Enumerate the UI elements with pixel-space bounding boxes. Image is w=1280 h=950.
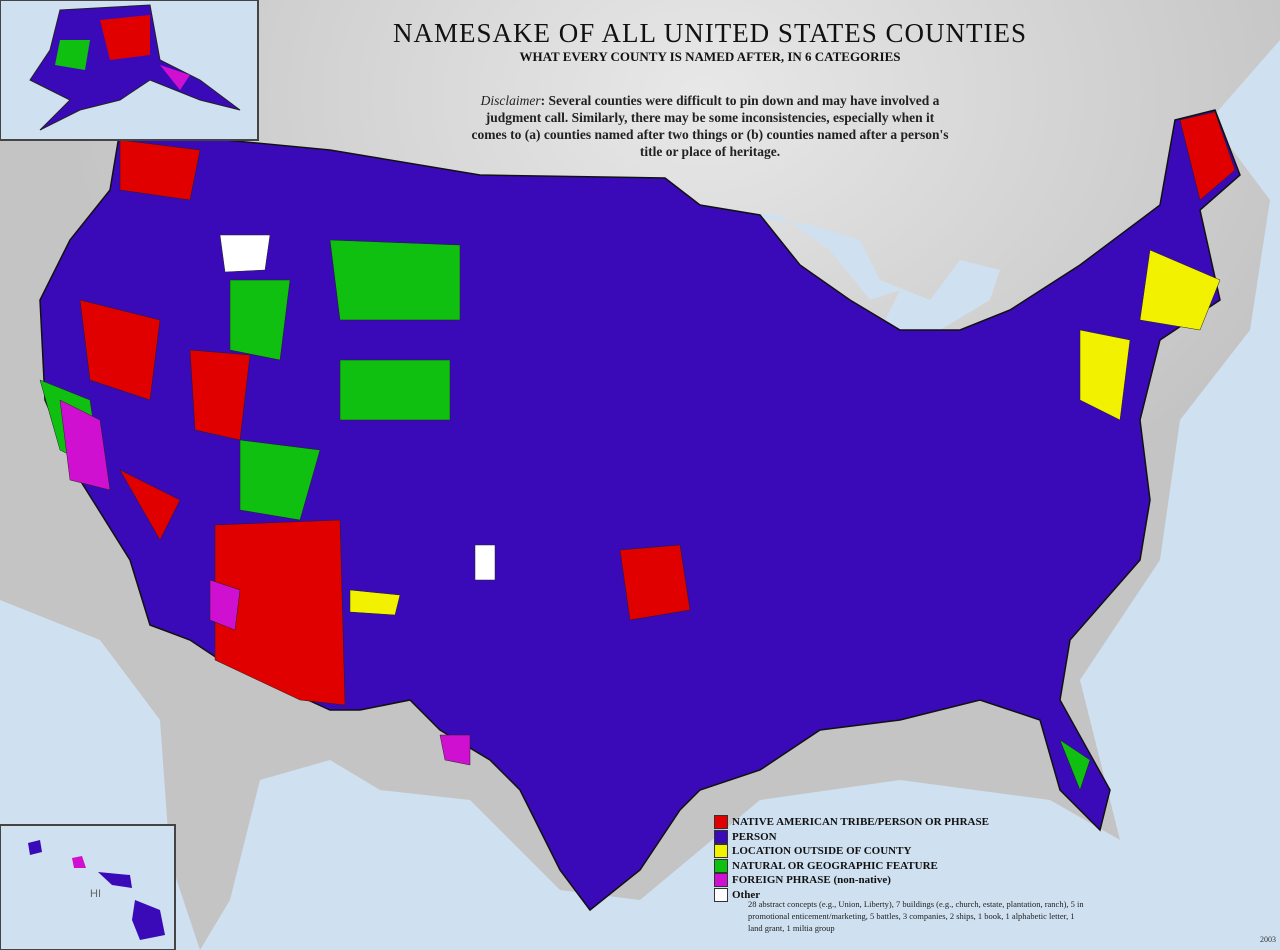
legend-label: FOREIGN PHRASE (non-native) (732, 874, 891, 887)
legend-label: NATURAL OR GEOGRAPHIC FEATURE (732, 859, 938, 872)
legend-item: Other (714, 887, 989, 903)
legend-swatch (714, 815, 728, 830)
category-patches (39, 111, 1236, 791)
map-title: NAMESAKE OF ALL UNITED STATES COUNTIES (392, 18, 1028, 48)
big-island (132, 900, 165, 940)
legend-item: FOREIGN PHRASE (non-native) (714, 873, 989, 888)
legend: NATIVE AMERICAN TRIBE/PERSON OR PHRASE PE… (714, 815, 989, 902)
kauai (28, 840, 42, 855)
disclaimer-label: Disclaimer (480, 93, 541, 108)
disclaimer-text: : Several counties were difficult to pin… (471, 93, 949, 159)
maui-molokai (98, 872, 132, 888)
hawaii-label: HI (90, 888, 101, 900)
alaska (29, 4, 241, 131)
legend-item: PERSON (714, 829, 989, 845)
year-label: 2003 (1260, 935, 1276, 944)
disclaimer: Disclaimer: Several counties were diffic… (470, 92, 950, 160)
legend-swatch (714, 844, 728, 859)
legend-item: LOCATION OUTSIDE OF COUNTY (714, 844, 989, 859)
map-subtitle: WHAT EVERY COUNTY IS NAMED AFTER, IN 6 C… (519, 49, 901, 64)
great-lakes (700, 210, 1000, 330)
legend-swatch (714, 829, 728, 844)
legend-label: Other (732, 888, 761, 901)
legend-label: NATIVE AMERICAN TRIBE/PERSON OR PHRASE (732, 816, 989, 829)
legend-swatch (714, 887, 728, 902)
legend-swatch (714, 858, 728, 873)
oahu (72, 856, 86, 868)
legend-label: LOCATION OUTSIDE OF COUNTY (732, 845, 912, 858)
legend-item: NATURAL OR GEOGRAPHIC FEATURE (714, 858, 989, 874)
legend-swatch (714, 873, 728, 888)
other-note: 28 abstract concepts (e.g., Union, Liber… (748, 899, 1084, 933)
legend-item: NATIVE AMERICAN TRIBE/PERSON OR PHRASE (714, 815, 989, 830)
legend-label: PERSON (732, 830, 777, 843)
